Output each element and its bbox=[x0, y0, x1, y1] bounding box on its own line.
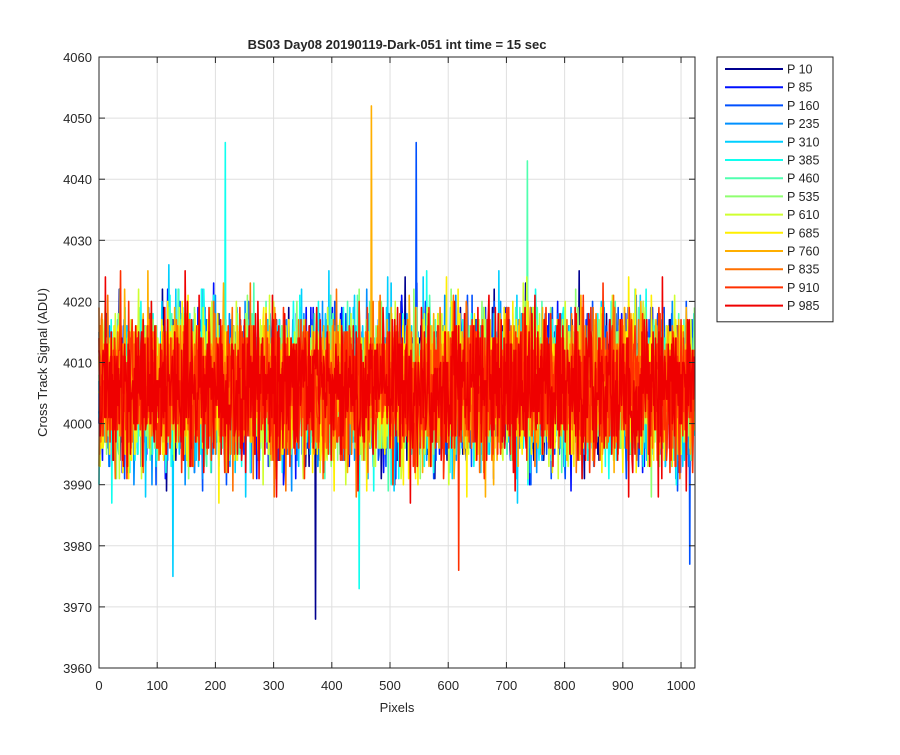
y-tick-label: 3960 bbox=[63, 661, 92, 676]
legend-label: P 535 bbox=[787, 190, 819, 204]
legend-label: P 160 bbox=[787, 99, 819, 113]
legend-label: P 385 bbox=[787, 154, 819, 168]
x-tick-label: 0 bbox=[95, 678, 102, 693]
y-axis-label: Cross Track Signal (ADU) bbox=[35, 288, 50, 437]
x-tick-label: 900 bbox=[612, 678, 634, 693]
y-tick-label: 4020 bbox=[63, 294, 92, 309]
legend-label: P 610 bbox=[787, 208, 819, 222]
legend-label: P 835 bbox=[787, 263, 819, 277]
axis-ticks: 0 100 200 300 400 500 600 700 800 900 1000 3960 3970… bbox=[63, 50, 695, 693]
x-tick-label: 400 bbox=[321, 678, 343, 693]
y-tick-label: 4050 bbox=[63, 111, 92, 126]
y-tick-label: 4060 bbox=[63, 50, 92, 65]
chart-title: BS03 Day08 20190119-Dark-051 int time = … bbox=[248, 37, 547, 52]
legend-label: P 985 bbox=[787, 299, 819, 313]
legend: P 10 P 85 P 160 P 235 P 310 P 385 P 460 P 535 P … bbox=[716, 56, 834, 323]
legend-label: P 760 bbox=[787, 245, 819, 259]
y-tick-label: 4000 bbox=[63, 417, 92, 432]
x-tick-label: 600 bbox=[437, 678, 459, 693]
y-tick-label: 4040 bbox=[63, 172, 92, 187]
series-line-p-985 bbox=[98, 270, 696, 504]
legend-box bbox=[716, 56, 834, 323]
y-tick-label: 3990 bbox=[63, 478, 92, 493]
x-axis-label: Pixels bbox=[380, 700, 415, 715]
x-tick-label: 300 bbox=[263, 678, 285, 693]
legend-label: P 460 bbox=[787, 172, 819, 186]
x-tick-label: 500 bbox=[379, 678, 401, 693]
legend-label: P 10 bbox=[787, 63, 813, 77]
legend-label: P 685 bbox=[787, 226, 819, 240]
y-tick-label: 4030 bbox=[63, 233, 92, 248]
legend-label: P 85 bbox=[787, 81, 813, 95]
x-tick-label: 1000 bbox=[667, 678, 696, 693]
x-tick-label: 800 bbox=[554, 678, 576, 693]
x-tick-label: 700 bbox=[496, 678, 518, 693]
legend-label: P 235 bbox=[787, 117, 819, 131]
y-tick-label: 3970 bbox=[63, 600, 92, 615]
x-tick-label: 200 bbox=[205, 678, 227, 693]
legend-label: P 910 bbox=[787, 281, 819, 295]
legend-label: P 310 bbox=[787, 135, 819, 149]
y-tick-label: 4010 bbox=[63, 356, 92, 371]
y-tick-label: 3980 bbox=[63, 539, 92, 554]
data-series-group bbox=[98, 105, 696, 620]
x-tick-label: 100 bbox=[146, 678, 168, 693]
